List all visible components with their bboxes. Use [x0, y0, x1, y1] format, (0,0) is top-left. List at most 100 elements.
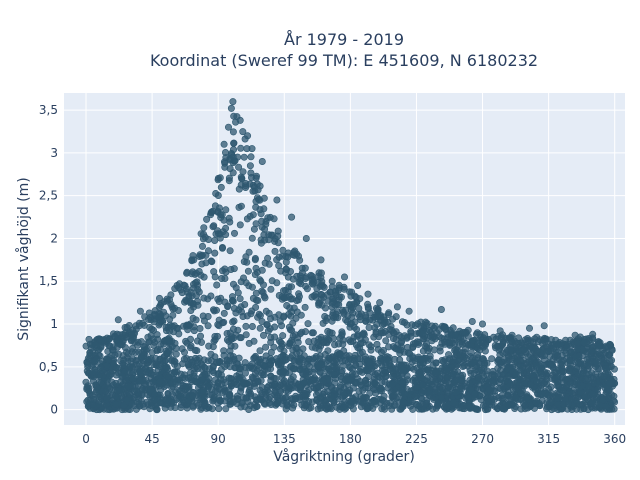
data-point [368, 398, 376, 406]
data-point [316, 394, 324, 402]
data-point [221, 158, 229, 166]
data-point [251, 256, 259, 264]
x-axis-title: Vågriktning (grader) [273, 448, 415, 465]
data-point [212, 230, 220, 238]
data-point [406, 396, 414, 404]
data-point [303, 390, 311, 398]
data-point [424, 366, 432, 374]
data-point [422, 321, 430, 329]
data-point [201, 400, 209, 408]
data-point [218, 274, 226, 282]
data-point [302, 235, 310, 243]
y-tick-label: 3 [50, 146, 58, 160]
data-point [287, 362, 295, 370]
data-point [298, 264, 306, 272]
data-point [350, 333, 358, 341]
data-point [219, 244, 227, 252]
data-point [470, 390, 478, 398]
data-point [248, 145, 256, 153]
data-point [339, 336, 347, 344]
data-point [211, 273, 219, 281]
data-point [413, 364, 421, 372]
data-point [537, 384, 545, 392]
data-point [301, 303, 309, 311]
data-point [290, 356, 298, 364]
data-point [340, 273, 348, 281]
y-tick-labels: 0 0,5 1 1,5 2 2,5 3 3,5 [39, 103, 58, 416]
data-point [263, 321, 271, 329]
data-point [458, 340, 466, 348]
data-point [261, 225, 269, 233]
data-point [323, 291, 331, 299]
x-tick-label: 45 [144, 432, 159, 446]
data-point [170, 370, 178, 378]
data-point [205, 342, 213, 350]
data-point [205, 236, 213, 244]
data-point [403, 372, 411, 380]
data-point [326, 354, 334, 362]
data-point [200, 387, 208, 395]
y-tick-label: 2 [50, 231, 58, 245]
data-point [173, 281, 181, 289]
data-point [101, 387, 109, 395]
data-point [138, 349, 146, 357]
data-point [583, 355, 591, 363]
data-point [318, 278, 326, 286]
data-point [273, 279, 281, 287]
data-point [200, 224, 208, 232]
data-point [606, 341, 614, 349]
data-point [166, 321, 174, 329]
data-point [541, 338, 549, 346]
data-point [210, 306, 218, 314]
data-point [231, 229, 239, 237]
data-point [260, 371, 268, 379]
data-point [227, 380, 235, 388]
x-tick-label: 90 [211, 432, 226, 446]
data-point [236, 221, 244, 229]
data-point [256, 324, 264, 332]
data-point [551, 376, 559, 384]
data-point [398, 379, 406, 387]
data-point [267, 357, 275, 365]
data-point [273, 196, 281, 204]
data-point [230, 280, 238, 288]
data-point [123, 348, 131, 356]
data-point [428, 322, 436, 330]
x-tick-label: 360 [603, 432, 626, 446]
data-point [200, 230, 208, 238]
data-point [411, 321, 419, 329]
data-point [111, 332, 119, 340]
data-point [296, 348, 304, 356]
data-point [478, 320, 486, 328]
data-point [418, 381, 426, 389]
data-point [249, 181, 257, 189]
data-point [594, 342, 602, 350]
data-point [197, 360, 205, 368]
data-point [275, 262, 283, 270]
data-point [511, 384, 519, 392]
data-point [393, 303, 401, 311]
data-point [282, 393, 290, 401]
data-point [247, 310, 255, 318]
data-point [289, 346, 297, 354]
data-point [589, 330, 597, 338]
data-point [136, 322, 144, 330]
data-point [411, 392, 419, 400]
data-point [172, 350, 180, 358]
data-point [241, 300, 249, 308]
data-point [248, 283, 256, 291]
data-point [171, 380, 179, 388]
data-point [364, 290, 372, 298]
data-point [227, 342, 235, 350]
data-point [574, 370, 582, 378]
x-tick-label: 315 [537, 432, 560, 446]
data-point [185, 361, 193, 369]
data-point [103, 394, 111, 402]
data-point [270, 380, 278, 388]
data-point [270, 343, 278, 351]
x-tick-label: 180 [339, 432, 362, 446]
data-point [434, 400, 442, 408]
data-point [197, 332, 205, 340]
data-point [258, 158, 266, 166]
data-point [523, 334, 531, 342]
